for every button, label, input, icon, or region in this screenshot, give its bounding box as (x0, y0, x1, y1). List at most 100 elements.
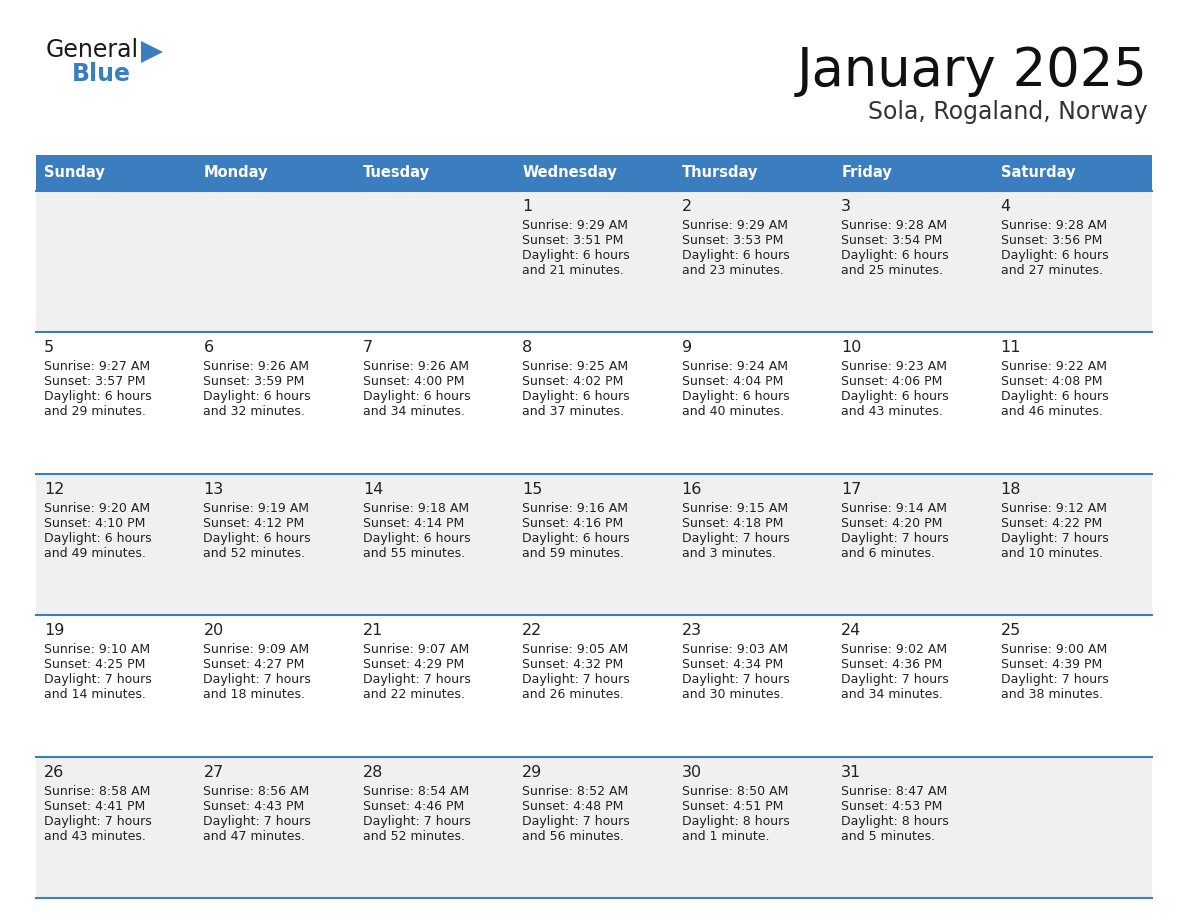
Text: Daylight: 6 hours: Daylight: 6 hours (841, 390, 949, 403)
Text: Sunrise: 9:07 AM: Sunrise: 9:07 AM (362, 644, 469, 656)
Text: 18: 18 (1000, 482, 1020, 497)
Text: and 40 minutes.: and 40 minutes. (682, 406, 784, 419)
Text: Sunset: 4:12 PM: Sunset: 4:12 PM (203, 517, 304, 530)
Text: Daylight: 6 hours: Daylight: 6 hours (362, 390, 470, 403)
Text: Sunrise: 8:54 AM: Sunrise: 8:54 AM (362, 785, 469, 798)
Text: Sunset: 4:06 PM: Sunset: 4:06 PM (841, 375, 942, 388)
Text: Sunset: 4:02 PM: Sunset: 4:02 PM (523, 375, 624, 388)
Text: Sunrise: 9:03 AM: Sunrise: 9:03 AM (682, 644, 788, 656)
Text: 10: 10 (841, 341, 861, 355)
Text: and 10 minutes.: and 10 minutes. (1000, 547, 1102, 560)
Text: Daylight: 6 hours: Daylight: 6 hours (682, 390, 789, 403)
Text: Sunday: Sunday (44, 165, 105, 181)
Text: and 55 minutes.: and 55 minutes. (362, 547, 465, 560)
Text: Daylight: 7 hours: Daylight: 7 hours (203, 673, 311, 686)
Text: and 32 minutes.: and 32 minutes. (203, 406, 305, 419)
Text: Daylight: 8 hours: Daylight: 8 hours (841, 814, 949, 828)
Text: Sunset: 4:39 PM: Sunset: 4:39 PM (1000, 658, 1101, 671)
Text: Sunrise: 9:28 AM: Sunrise: 9:28 AM (1000, 219, 1107, 232)
Bar (196, 756, 355, 898)
Bar (196, 474, 355, 615)
Text: General: General (46, 38, 139, 62)
Bar (992, 756, 1152, 898)
Text: and 38 minutes.: and 38 minutes. (1000, 688, 1102, 701)
Text: Wednesday: Wednesday (523, 165, 617, 181)
Text: and 25 minutes.: and 25 minutes. (841, 264, 943, 277)
Text: 29: 29 (523, 765, 543, 779)
Text: Sunrise: 8:47 AM: Sunrise: 8:47 AM (841, 785, 947, 798)
Bar (674, 756, 833, 898)
Text: Sunrise: 9:09 AM: Sunrise: 9:09 AM (203, 644, 310, 656)
Text: Sunset: 3:59 PM: Sunset: 3:59 PM (203, 375, 305, 388)
Text: and 3 minutes.: and 3 minutes. (682, 547, 776, 560)
Text: Sunrise: 9:12 AM: Sunrise: 9:12 AM (1000, 502, 1106, 515)
Text: Daylight: 6 hours: Daylight: 6 hours (523, 390, 630, 403)
Bar (833, 332, 992, 474)
Text: Sunset: 4:34 PM: Sunset: 4:34 PM (682, 658, 783, 671)
Text: 15: 15 (523, 482, 543, 497)
Text: Sunset: 4:20 PM: Sunset: 4:20 PM (841, 517, 942, 530)
Text: Sunset: 4:32 PM: Sunset: 4:32 PM (523, 658, 624, 671)
Bar (514, 191, 674, 332)
Text: and 14 minutes.: and 14 minutes. (44, 688, 146, 701)
Text: Daylight: 6 hours: Daylight: 6 hours (44, 532, 152, 544)
Text: 25: 25 (1000, 623, 1020, 638)
Text: Sunrise: 9:05 AM: Sunrise: 9:05 AM (523, 644, 628, 656)
Bar (514, 615, 674, 756)
Text: Sunrise: 9:19 AM: Sunrise: 9:19 AM (203, 502, 309, 515)
Text: Sunrise: 9:14 AM: Sunrise: 9:14 AM (841, 502, 947, 515)
Bar (992, 615, 1152, 756)
Bar (833, 191, 992, 332)
Text: Daylight: 7 hours: Daylight: 7 hours (682, 532, 790, 544)
Bar (36, 615, 196, 756)
Text: 20: 20 (203, 623, 223, 638)
Text: Sunset: 4:08 PM: Sunset: 4:08 PM (1000, 375, 1102, 388)
Text: Sunrise: 9:26 AM: Sunrise: 9:26 AM (203, 361, 309, 374)
Text: Sunrise: 9:16 AM: Sunrise: 9:16 AM (523, 502, 628, 515)
Text: Sunset: 4:41 PM: Sunset: 4:41 PM (44, 800, 145, 812)
Text: 13: 13 (203, 482, 223, 497)
Text: 23: 23 (682, 623, 702, 638)
Text: Sunrise: 9:22 AM: Sunrise: 9:22 AM (1000, 361, 1106, 374)
Text: 28: 28 (362, 765, 384, 779)
Text: Sunset: 3:56 PM: Sunset: 3:56 PM (1000, 234, 1102, 247)
Bar (833, 155, 992, 191)
Text: and 27 minutes.: and 27 minutes. (1000, 264, 1102, 277)
Text: Daylight: 8 hours: Daylight: 8 hours (682, 814, 790, 828)
Text: Sunrise: 8:58 AM: Sunrise: 8:58 AM (44, 785, 151, 798)
Text: Sunrise: 9:18 AM: Sunrise: 9:18 AM (362, 502, 469, 515)
Text: Sunrise: 9:02 AM: Sunrise: 9:02 AM (841, 644, 947, 656)
Text: Daylight: 7 hours: Daylight: 7 hours (841, 532, 949, 544)
Text: 6: 6 (203, 341, 214, 355)
Text: Sunrise: 9:23 AM: Sunrise: 9:23 AM (841, 361, 947, 374)
Text: Sunset: 3:53 PM: Sunset: 3:53 PM (682, 234, 783, 247)
Text: Tuesday: Tuesday (362, 165, 430, 181)
Polygon shape (141, 41, 163, 63)
Text: and 34 minutes.: and 34 minutes. (841, 688, 943, 701)
Text: and 34 minutes.: and 34 minutes. (362, 406, 465, 419)
Text: Daylight: 6 hours: Daylight: 6 hours (44, 390, 152, 403)
Text: Sunset: 4:25 PM: Sunset: 4:25 PM (44, 658, 145, 671)
Text: Sunrise: 9:29 AM: Sunrise: 9:29 AM (682, 219, 788, 232)
Text: and 5 minutes.: and 5 minutes. (841, 830, 935, 843)
Bar (514, 756, 674, 898)
Text: Daylight: 7 hours: Daylight: 7 hours (841, 673, 949, 686)
Text: and 30 minutes.: and 30 minutes. (682, 688, 784, 701)
Text: Sunset: 4:43 PM: Sunset: 4:43 PM (203, 800, 304, 812)
Bar (196, 155, 355, 191)
Text: Daylight: 6 hours: Daylight: 6 hours (1000, 249, 1108, 262)
Text: 8: 8 (523, 341, 532, 355)
Text: Daylight: 6 hours: Daylight: 6 hours (203, 532, 311, 544)
Bar (514, 332, 674, 474)
Text: 4: 4 (1000, 199, 1011, 214)
Text: 26: 26 (44, 765, 64, 779)
Text: 14: 14 (362, 482, 384, 497)
Text: and 23 minutes.: and 23 minutes. (682, 264, 784, 277)
Text: Daylight: 6 hours: Daylight: 6 hours (203, 390, 311, 403)
Text: Sunset: 4:14 PM: Sunset: 4:14 PM (362, 517, 465, 530)
Bar (992, 155, 1152, 191)
Text: 16: 16 (682, 482, 702, 497)
Text: Daylight: 7 hours: Daylight: 7 hours (362, 673, 470, 686)
Text: Friday: Friday (841, 165, 892, 181)
Bar (36, 474, 196, 615)
